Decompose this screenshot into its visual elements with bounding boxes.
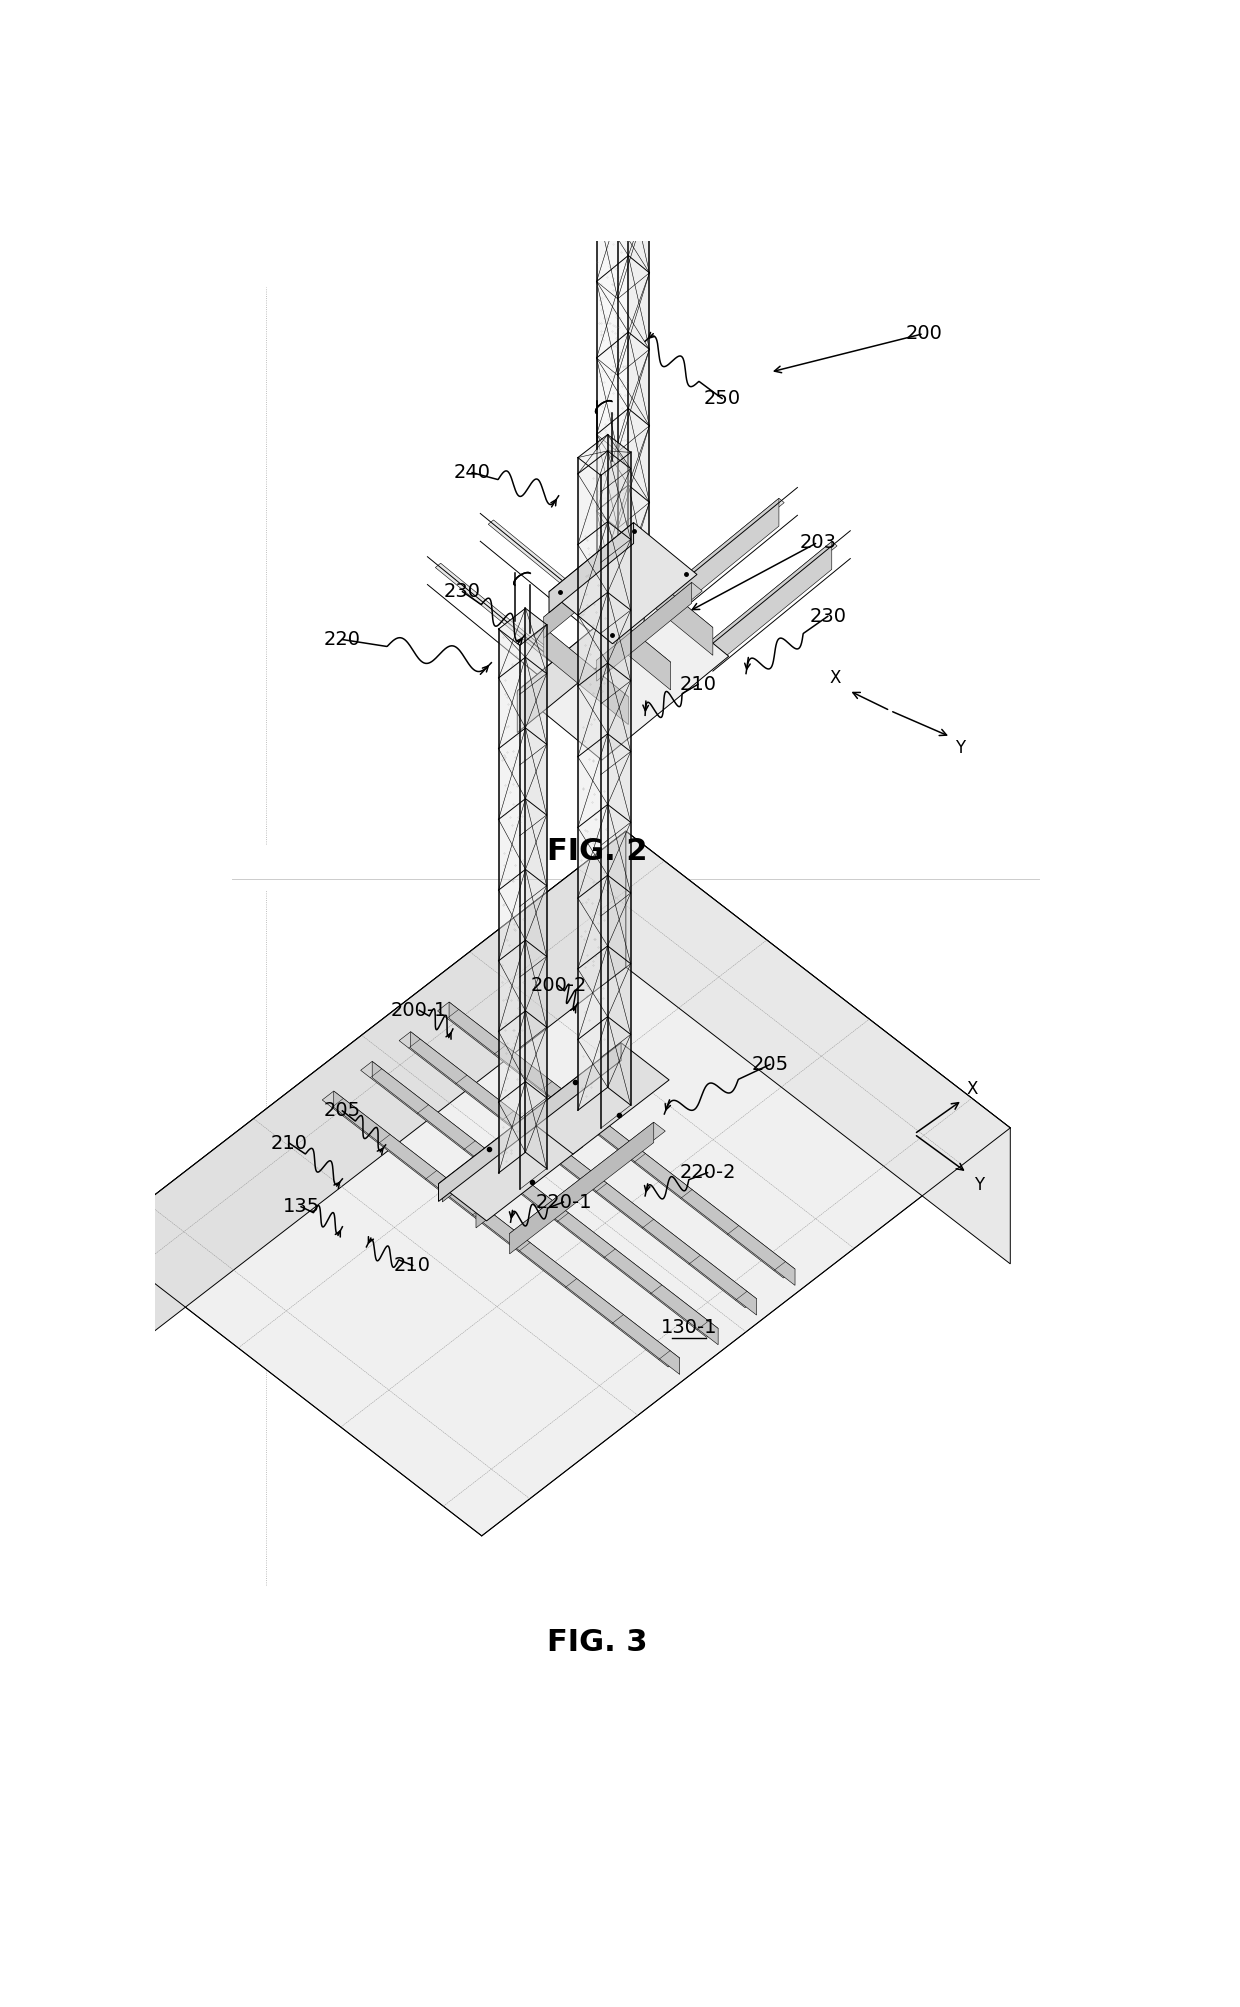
Text: X: X (830, 668, 841, 686)
Polygon shape (489, 520, 652, 654)
Polygon shape (476, 1096, 631, 1216)
Polygon shape (587, 592, 671, 690)
Text: Y: Y (955, 739, 966, 757)
Text: 210: 210 (680, 674, 717, 694)
Polygon shape (510, 1122, 666, 1242)
Polygon shape (596, 582, 692, 680)
Polygon shape (629, 558, 713, 656)
Polygon shape (361, 1062, 718, 1337)
Text: FIG. 2: FIG. 2 (547, 837, 647, 865)
Text: 250: 250 (703, 389, 740, 407)
Text: 205: 205 (751, 1056, 789, 1074)
Polygon shape (596, 582, 702, 668)
Polygon shape (549, 522, 697, 644)
Text: 135: 135 (283, 1198, 320, 1216)
Polygon shape (629, 0, 650, 578)
Polygon shape (618, 558, 713, 636)
Polygon shape (543, 628, 629, 725)
Polygon shape (594, 498, 784, 654)
Polygon shape (543, 540, 650, 626)
Polygon shape (410, 1032, 756, 1315)
Polygon shape (438, 1001, 795, 1278)
Polygon shape (443, 1070, 587, 1202)
Polygon shape (372, 1062, 718, 1345)
Polygon shape (322, 1092, 680, 1367)
Polygon shape (443, 1070, 598, 1190)
Text: 205: 205 (324, 1102, 361, 1120)
Polygon shape (399, 1032, 756, 1309)
Polygon shape (517, 586, 644, 733)
Text: 220-1: 220-1 (536, 1192, 591, 1212)
Text: 130-1: 130-1 (661, 1319, 718, 1337)
Polygon shape (608, 436, 631, 1106)
Polygon shape (439, 1110, 534, 1202)
Polygon shape (526, 608, 547, 1168)
Text: 203: 203 (800, 532, 837, 552)
Text: 240: 240 (454, 464, 491, 482)
Polygon shape (517, 586, 729, 761)
Polygon shape (543, 540, 639, 638)
Text: 230: 230 (444, 582, 481, 602)
Text: Y: Y (975, 1176, 985, 1194)
Polygon shape (549, 522, 634, 612)
Polygon shape (578, 436, 608, 1110)
Text: X: X (966, 1080, 977, 1098)
Polygon shape (626, 831, 1011, 1264)
Text: FIG. 3: FIG. 3 (547, 1628, 647, 1658)
Polygon shape (533, 628, 629, 704)
Text: 220: 220 (324, 630, 361, 648)
Polygon shape (97, 831, 1011, 1535)
Polygon shape (575, 592, 671, 670)
Polygon shape (435, 564, 599, 696)
Polygon shape (525, 1044, 670, 1154)
Text: 200-1: 200-1 (391, 1001, 448, 1020)
Polygon shape (525, 1044, 621, 1134)
Text: 210: 210 (394, 1256, 432, 1274)
Polygon shape (449, 1001, 795, 1284)
Polygon shape (476, 1096, 620, 1228)
Polygon shape (596, 0, 629, 588)
Polygon shape (334, 1092, 680, 1375)
Polygon shape (498, 608, 526, 1172)
Polygon shape (510, 1122, 653, 1254)
Polygon shape (594, 498, 779, 678)
Text: 200: 200 (905, 323, 942, 343)
Polygon shape (647, 542, 832, 721)
Polygon shape (97, 831, 626, 1375)
Text: 230: 230 (810, 606, 846, 626)
Text: 220-2: 220-2 (680, 1164, 735, 1182)
Polygon shape (439, 1110, 583, 1220)
Polygon shape (647, 542, 837, 696)
Text: 200-2: 200-2 (531, 975, 587, 995)
Text: 210: 210 (272, 1134, 308, 1152)
